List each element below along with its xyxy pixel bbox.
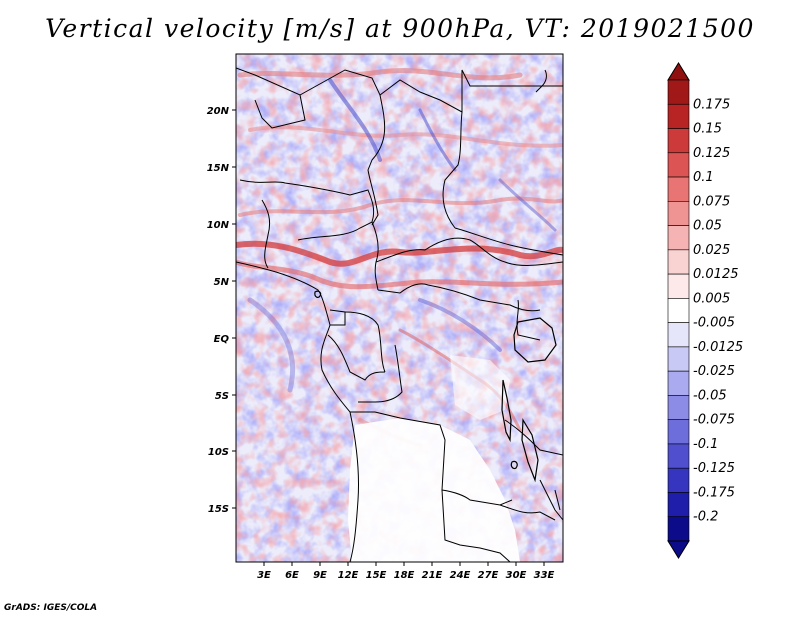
lon-axis: 3E 6E 9E 12E 15E 18E 21E 24E 27E 30E 33E: [257, 562, 555, 581]
lon-label-15e: 15E: [366, 570, 387, 581]
lat-label-eq: EQ: [214, 334, 230, 345]
political-borders: [236, 67, 563, 562]
colorbar-label: -0.025: [693, 364, 735, 379]
colorbar-box: [667, 152, 690, 178]
colorbar-box: [667, 395, 690, 420]
lon-label-27e: 27E: [478, 570, 499, 581]
lat-label-20n: 20N: [207, 106, 230, 117]
colorbar-box: [667, 443, 690, 469]
colorbar-labels: 0.175 0.15 0.125 0.1 0.075 0.05 0.025 0.0125 0.0…: [693, 97, 743, 524]
lon-label-24e: 24E: [450, 570, 471, 581]
lat-label-15s: 15S: [208, 504, 229, 515]
colorbar-box: [667, 79, 690, 105]
map-frame: [235, 53, 564, 563]
lon-label-6e: 6E: [285, 570, 299, 581]
colorbar-label: 0.15: [693, 122, 722, 137]
plot-title: Vertical velocity [m/s] at 900hPa, VT: 2…: [45, 14, 755, 43]
lat-label-5n: 5N: [214, 277, 230, 288]
colorbar-label: -0.0125: [693, 340, 743, 355]
colorbar-label: -0.05: [693, 388, 727, 403]
lat-label-15n: 15N: [207, 163, 230, 174]
colorbar-bottom-arrow: [667, 540, 690, 559]
colorbar-label: -0.1: [693, 437, 718, 452]
colorbar-box: [667, 249, 690, 275]
colorbar-label: -0.005: [693, 316, 735, 331]
descent-bands: [247, 78, 557, 393]
colorbar-box: [667, 201, 690, 226]
colorbar-box: [667, 298, 690, 323]
lon-label-12e: 12E: [338, 570, 359, 581]
colorbar-boxes: [667, 79, 690, 542]
colorbar-label: 0.0125: [693, 267, 739, 282]
colorbar-label: 0.075: [693, 194, 730, 209]
colorbar-label: 0.005: [693, 291, 730, 306]
colorbar-label: 0.025: [693, 243, 730, 258]
colorbar-box: [667, 370, 690, 396]
colorbar: 0.175 0.15 0.125 0.1 0.075 0.05 0.025 0.0125 0.0…: [667, 62, 743, 559]
colorbar-box: [667, 176, 690, 202]
colorbar-label: 0.05: [693, 219, 722, 234]
near-zero-region: [348, 418, 520, 562]
colorbar-label: -0.125: [693, 461, 735, 476]
lat-label-10n: 10N: [207, 220, 230, 231]
colorbar-label: -0.2: [693, 510, 718, 525]
lat-axis: 20N 15N 10N 5N EQ 5S 10S 15S: [207, 106, 236, 515]
colorbar-box: [667, 225, 690, 251]
colorbar-label: 0.175: [693, 97, 730, 112]
lon-label-3e: 3E: [257, 570, 271, 581]
colorbar-label: -0.175: [693, 485, 735, 500]
colorbar-box: [667, 467, 690, 493]
lon-label-30e: 30E: [506, 570, 527, 581]
colorbar-box: [667, 273, 690, 299]
near-zero-patch: [450, 355, 510, 420]
colorbar-box: [667, 322, 690, 348]
colorbar-box: [667, 516, 690, 542]
colorbar-box: [667, 419, 690, 445]
colorbar-label: -0.075: [693, 413, 735, 428]
colorbar-box: [667, 346, 690, 372]
colorbar-box: [667, 103, 690, 129]
lon-label-33e: 33E: [534, 570, 555, 581]
colorbar-box: [667, 128, 690, 154]
map-panel: [235, 53, 564, 563]
colorbar-top-arrow: [667, 62, 690, 81]
lat-label-10s: 10S: [208, 447, 229, 458]
colorbar-box: [667, 492, 690, 518]
lon-label-9e: 9E: [313, 570, 327, 581]
colorbar-label: 0.125: [693, 146, 730, 161]
lat-label-5s: 5S: [215, 391, 229, 402]
lakes: [314, 290, 557, 483]
colorbar-label: 0.1: [693, 170, 714, 185]
grads-credit: GrADS: IGES/COLA: [4, 603, 98, 613]
lon-label-18e: 18E: [394, 570, 415, 581]
lon-label-21e: 21E: [422, 570, 443, 581]
